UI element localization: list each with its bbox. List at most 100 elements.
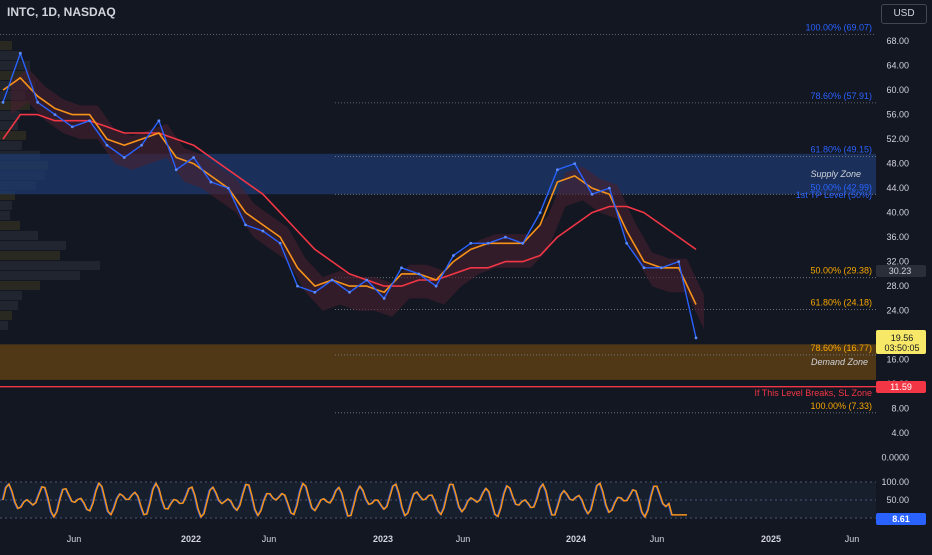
volume-profile-bar [0,271,80,280]
volume-profile-bar [0,131,26,140]
time-axis-label: 2024 [566,534,586,544]
price-axis-tick: 64.00 [886,61,909,71]
price-point [382,296,386,300]
price-point [659,266,663,270]
price-axis-tick: 36.00 [886,232,909,242]
price-axis-tick: 56.00 [886,110,909,120]
price-series [1,51,698,340]
price-point [469,241,473,245]
price-point [226,186,230,190]
price-point [174,168,178,172]
supply-zone-label: Supply Zone [810,169,861,179]
volume-profile-bar [0,191,15,200]
price-point [556,168,559,172]
oscillator-current-tag [876,513,926,525]
volume-profile-bar [0,301,18,310]
fib-level-label: 100.00% (69.07) [805,23,872,33]
volume-profile-bar [0,211,10,220]
price-point [36,100,40,104]
current-price-tag [876,330,926,354]
current-price-value: 19.56 [891,333,914,343]
fib-level-label: 61.80% (24.18) [810,298,872,308]
price-point [521,241,525,245]
sl-zone-label: If This Level Breaks, SL Zone [754,388,872,398]
price-point [677,260,681,264]
price-point [538,211,542,215]
price-axis-tick: 28.00 [886,281,909,291]
symbol-title[interactable]: INTC, 1D, NASDAQ [7,5,116,19]
price-point [607,186,611,190]
price-axis-tick: 40.00 [886,208,909,218]
price-axis-tick: 4.00 [891,428,909,438]
oscillator-line [2,481,687,519]
volume-profile-bar [0,121,18,130]
volume-profile-bar [0,231,38,240]
time-axis-label: Jun [650,534,665,544]
tp-level-label: 1st TP Level (50%) [796,190,872,200]
price-point [88,119,92,123]
price-point [296,284,299,288]
volume-profile-bar [0,51,22,60]
currency-button[interactable]: USD [881,4,927,24]
price-axis-tick: 44.00 [886,183,909,193]
countdown-value: 03:50:05 [884,343,919,353]
osc-axis-tick: 50.00 [886,495,909,505]
price-point [573,162,577,166]
sl-price-tag [876,381,926,393]
price-axis-tick: 24.00 [886,306,909,316]
osc-axis-tick: 100.00 [881,477,909,487]
price-point [209,180,213,184]
demand-zone-label: Demand Zone [811,357,868,367]
price-axis-tick: 32.00 [886,257,909,267]
price-point [504,235,507,239]
time-axis-label: Jun [456,534,471,544]
price-point [348,290,351,294]
price-point [694,336,698,340]
volume-profile-bar [0,71,28,80]
price-point [642,266,646,270]
price-axis-tick: 52.00 [886,134,909,144]
price-point [590,192,594,196]
price-point [157,119,161,123]
price-point [53,113,57,116]
volume-profile-bar [0,111,20,120]
ghost-price-tag [876,265,926,277]
fib-level-label: 78.60% (57.91) [810,91,872,101]
time-axis-label: 2025 [761,534,781,544]
volume-profile-bar [0,291,22,300]
volume-profile-bar [0,41,12,50]
ma-slow-line [2,113,697,287]
volume-profile-bar [0,141,22,150]
price-axis-tick: 68.00 [886,36,909,46]
volume-profile-bar [0,261,100,270]
price-point [192,156,195,159]
volume-profile-bar [0,61,30,70]
time-axis-label: 2022 [181,534,201,544]
volume-profile-bar [0,241,66,250]
volume-profile-bar [0,321,8,330]
ghost-price-value: 30.23 [889,266,912,276]
price-point [434,284,438,288]
ema-fast-line [2,77,697,305]
price-axis-tick: 16.00 [886,355,909,365]
price-axis-tick: 60.00 [886,85,909,95]
price-point [625,241,629,245]
price-axis-tick: 48.00 [886,159,909,169]
price-point [70,125,74,129]
time-axis-label: Jun [262,534,277,544]
price-point [330,278,334,282]
volume-profile-bar [0,251,60,260]
volume-profile-bar [0,201,12,210]
price-point [313,290,317,294]
price-axis-tick: 8.00 [891,404,909,414]
price-point [452,254,455,257]
time-axis-label: Jun [67,534,82,544]
price-point [365,278,369,282]
volume-profile-bar [0,311,12,320]
price-point [244,223,247,227]
fib-level-label: 78.60% (16.77) [810,343,872,353]
price-cloud [11,68,704,329]
